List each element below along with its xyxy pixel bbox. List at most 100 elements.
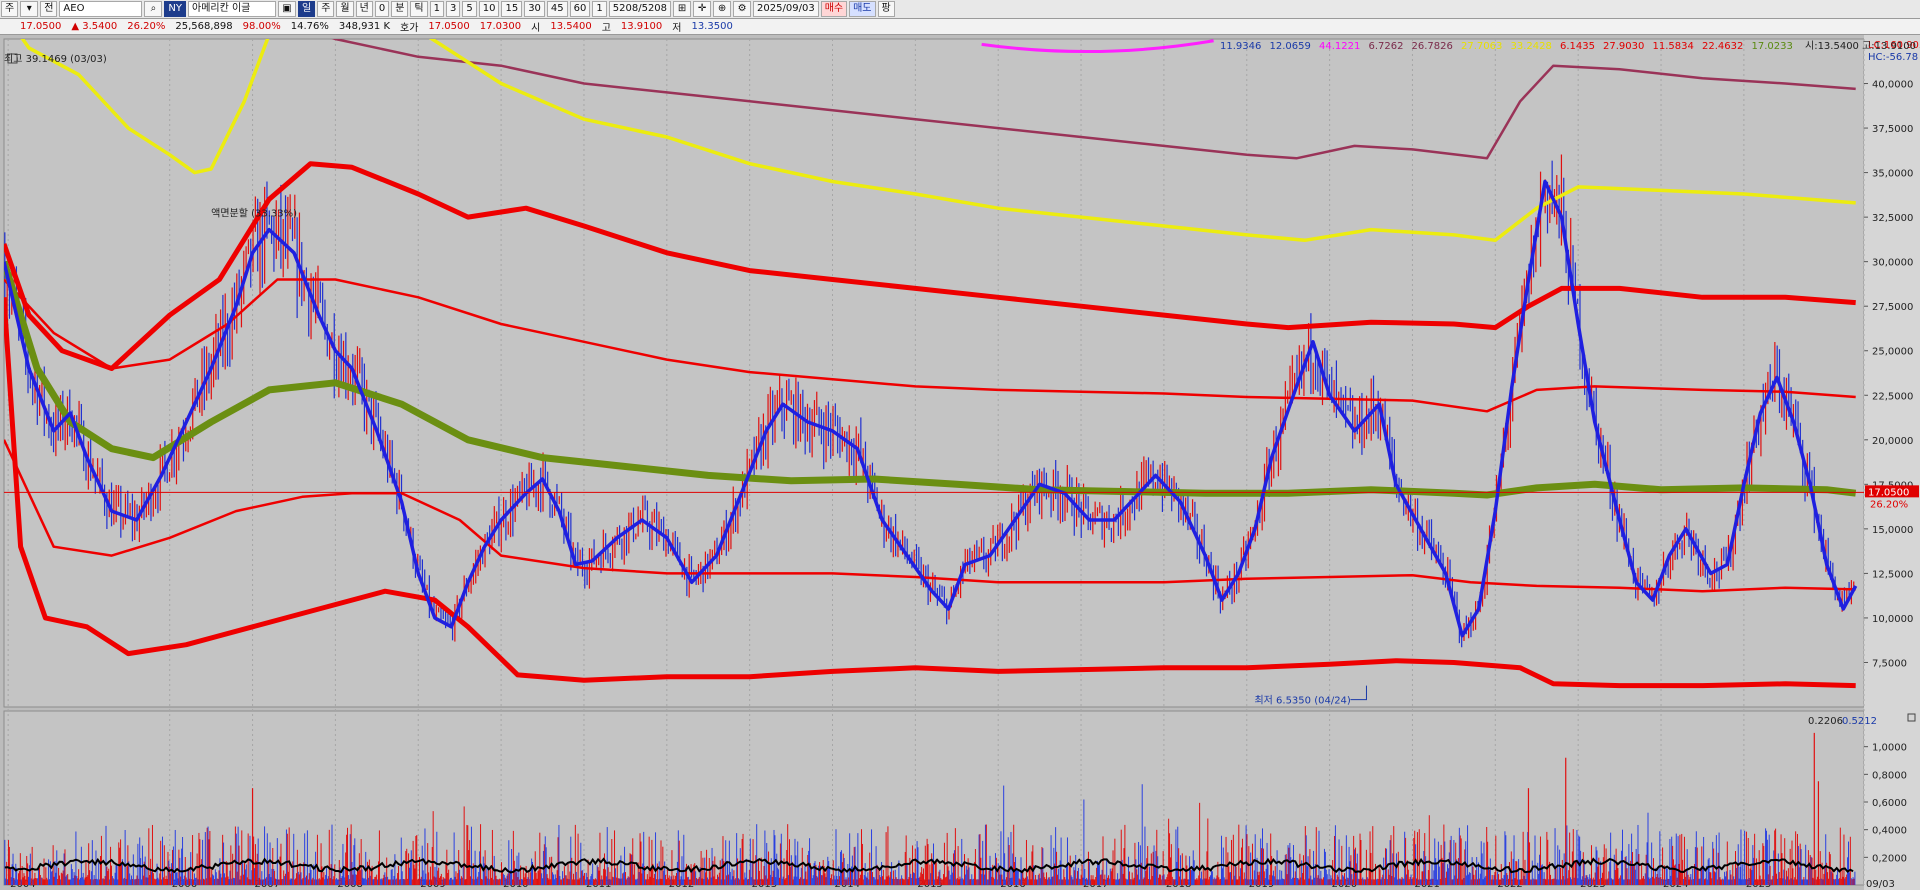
tf-button[interactable]: 분 xyxy=(391,1,409,17)
price-tick-label: 10,0000 xyxy=(1872,614,1913,625)
minute-button[interactable]: 45 xyxy=(546,1,568,17)
tf-button[interactable]: 년 xyxy=(355,1,373,17)
annotation-label: 최고 39.1469 (03/03) xyxy=(4,53,107,65)
indicator-value: 26.7826 xyxy=(1412,41,1453,52)
ratio-2: 14.76% xyxy=(290,21,329,32)
volume-header-1: 0.2206 xyxy=(1808,716,1843,727)
series-line xyxy=(20,39,1856,243)
lock-icon[interactable]: ▣ xyxy=(278,1,296,17)
price-tick-label: 37,5000 xyxy=(1872,124,1913,135)
extra-button[interactable]: 팡 xyxy=(877,1,895,17)
x-tick-label: 09/03 xyxy=(1866,879,1895,890)
volume-tick-label: 0,6000 xyxy=(1872,798,1907,809)
quote-bar: 17.0500 ▲ 3.5400 26.20% 25,568,898 98.00… xyxy=(0,19,1920,35)
price-change-pct: 26.20% xyxy=(127,21,166,32)
price-tick-label: 35,0000 xyxy=(1872,169,1913,180)
minute-button[interactable]: 3 xyxy=(445,1,461,17)
period-select[interactable]: 주 xyxy=(1,1,19,17)
tf-button[interactable]: 주 xyxy=(317,1,335,17)
volume-tick-label: 1,0000 xyxy=(1872,743,1907,754)
indicator-value: 11.9346 xyxy=(1220,41,1261,52)
indicator-value: 6.7262 xyxy=(1369,41,1404,52)
price-tick-label: 30,0000 xyxy=(1872,258,1913,269)
series-line xyxy=(4,179,1858,638)
minute-button[interactable]: 15 xyxy=(501,1,523,17)
price-axis-panel xyxy=(1864,35,1920,890)
ohlc-header: 시:13.5400 고:13.9100 저:13.3500 종:17.0500 xyxy=(1805,40,1920,52)
mode-select[interactable]: 전 xyxy=(40,1,58,17)
indicator-value: 44.1221 xyxy=(1319,41,1360,52)
stock-chart[interactable]: 7,500010,000012,500015,000017,500020,000… xyxy=(0,35,1920,890)
tf-button[interactable]: 틱 xyxy=(410,1,428,17)
current-price-label: 17.0500 xyxy=(1868,487,1909,498)
series-line xyxy=(4,260,1857,499)
volume-tick-label: 0,8000 xyxy=(1872,770,1907,781)
chevron-down-icon[interactable]: ▾ xyxy=(20,1,39,17)
series-line xyxy=(4,161,1856,371)
minute-button[interactable]: 5 xyxy=(462,1,477,17)
current-price-box xyxy=(1865,485,1919,498)
zoom-icon[interactable]: ⊕ xyxy=(713,1,732,17)
grid-icon[interactable]: ⊞ xyxy=(673,1,692,17)
ask-value: 17.0500 xyxy=(428,21,470,32)
minute-button[interactable]: 30 xyxy=(524,1,545,17)
search-icon[interactable]: ⌕ xyxy=(144,1,163,17)
minute-group: 1 3 5 10 15 30 45 60 1 xyxy=(429,1,608,17)
high-value: 13.9100 xyxy=(620,21,663,32)
crosshair-icon[interactable]: ✛ xyxy=(693,1,712,17)
price-tick-label: 12,5000 xyxy=(1872,569,1913,580)
indicator-value: 12.0659 xyxy=(1270,41,1311,52)
ask-label: 호가 xyxy=(400,23,419,34)
volume-average-line xyxy=(4,857,1854,874)
indicator-value: 27.9030 xyxy=(1603,41,1644,52)
minute-button[interactable]: 1 xyxy=(592,1,607,17)
ratio-1: 98.00% xyxy=(242,21,281,32)
tf-button[interactable]: 일 xyxy=(298,1,316,17)
price-tick-label: 15,0000 xyxy=(1872,525,1913,536)
stock-name-field[interactable]: 아메리칸 이글 xyxy=(188,1,276,17)
low-label: 저 xyxy=(672,23,682,34)
high-label: 고 xyxy=(601,23,611,34)
volume-bars xyxy=(4,784,1856,885)
tf-button[interactable]: 0 xyxy=(374,1,390,17)
indicator-value: 27.7063 xyxy=(1461,41,1502,52)
symbol-input[interactable]: AEO xyxy=(59,1,143,17)
volume-value: 25,568,898 xyxy=(175,21,233,32)
current-change-label: 26.20% xyxy=(1870,499,1908,510)
indicator-value: 33.2428 xyxy=(1511,41,1552,52)
last-price: 17.0500 xyxy=(20,21,62,32)
settings-icon[interactable]: ⚙ xyxy=(733,1,752,17)
annotation-label: 최저 6.5350 (04/24) xyxy=(1254,695,1350,707)
series-line xyxy=(4,439,1856,593)
price-change: ▲ 3.5400 xyxy=(71,21,118,32)
amount-value: 348,931 K xyxy=(338,21,390,32)
price-tick-label: 27,5000 xyxy=(1872,302,1913,313)
tf-button[interactable]: 월 xyxy=(336,1,354,17)
price-tick-label: 20,0000 xyxy=(1872,436,1913,447)
high-marker-icon xyxy=(7,53,18,64)
open-value: 13.5400 xyxy=(550,21,592,32)
series-line-magenta xyxy=(981,39,1214,54)
indicator-value: 17.0233 xyxy=(1752,41,1793,52)
sell-button[interactable]: 매도 xyxy=(849,1,876,17)
bid-value: 17.0300 xyxy=(479,21,522,32)
annotation-label: 액면분할 (33.33%) xyxy=(211,207,297,219)
minute-button[interactable]: 10 xyxy=(478,1,500,17)
low-value: 13.3500 xyxy=(691,21,733,32)
volume-tick-label: 0,2000 xyxy=(1872,853,1907,864)
minute-button[interactable]: 1 xyxy=(429,1,444,17)
buy-button[interactable]: 매수 xyxy=(820,1,848,17)
open-label: 시 xyxy=(531,23,541,34)
exchange-badge: NY xyxy=(164,1,186,17)
price-tick-label: 32,5000 xyxy=(1872,213,1913,224)
volume-tick-label: 0,4000 xyxy=(1872,826,1907,837)
minute-button[interactable]: 60 xyxy=(569,1,591,17)
price-tick-label: 25,0000 xyxy=(1872,347,1913,358)
price-tick-label: 40,0000 xyxy=(1872,80,1913,91)
date-field[interactable]: 2025/09/03 xyxy=(753,1,819,17)
series-line xyxy=(4,297,1856,689)
indicator-value: 11.5834 xyxy=(1653,41,1694,52)
indicator-value: 6.1435 xyxy=(1560,41,1595,52)
